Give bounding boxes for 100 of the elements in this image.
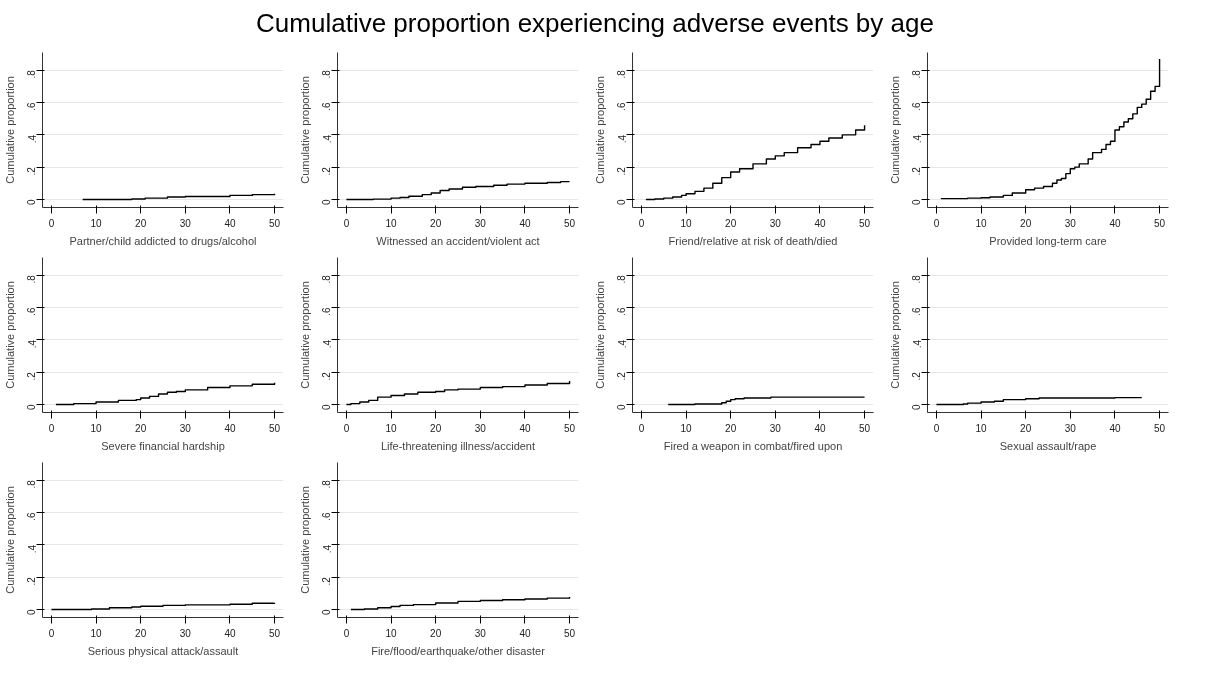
x-tick-label: 20 (135, 422, 147, 434)
y-tick-label: .4 (321, 544, 333, 554)
y-tick-label: .8 (321, 69, 333, 79)
x-tick-label: 10 (975, 217, 988, 229)
x-tick-label: 40 (224, 217, 236, 229)
x-tick-label: 40 (224, 422, 236, 434)
text: Cumulative proportion experiencing adverse events by age (256, 7, 934, 40)
x-tick-label: 30 (474, 422, 487, 434)
y-tick-label: 0 (321, 198, 333, 205)
y-tick-label: .8 (26, 69, 38, 79)
y-tick-label: 0 (26, 198, 38, 205)
x-tick-label: 20 (1020, 217, 1032, 229)
y-tick-label: 0 (616, 198, 628, 205)
y-tick-label: .4 (321, 339, 333, 349)
y-tick-label: .2 (321, 166, 333, 176)
x-axis-title: Partner/child addicted to drugs/alcohol (69, 234, 257, 247)
y-tick-label: .2 (26, 166, 38, 176)
x-tick-label: 30 (474, 217, 487, 229)
x-tick-label: 0 (48, 217, 55, 229)
x-tick-label: 40 (1109, 217, 1121, 229)
y-tick-label: .6 (616, 307, 628, 316)
x-tick-label: 0 (638, 422, 645, 434)
x-tick-label: 20 (1020, 422, 1032, 434)
y-tick-label: .4 (616, 134, 628, 144)
y-tick-label: .2 (911, 371, 923, 381)
x-tick-label: 20 (725, 217, 737, 229)
x-tick-label: 50 (859, 217, 871, 229)
y-tick-label: 0 (911, 403, 923, 410)
x-tick-label: 30 (179, 422, 192, 434)
y-tick-label: .6 (321, 307, 333, 316)
x-tick-label: 0 (933, 422, 940, 434)
y-axis-title: Cumulative proportion (888, 281, 901, 389)
x-tick-label: 20 (135, 627, 147, 639)
x-tick-label: 40 (519, 217, 531, 229)
x-axis-title: Provided long-term care (989, 234, 1107, 247)
x-tick-label: 40 (814, 217, 826, 229)
y-tick-label: .4 (616, 339, 628, 349)
x-tick-label: 10 (680, 217, 693, 229)
x-tick-label: 50 (564, 422, 576, 434)
x-axis-title: Friend/relative at risk of death/died (668, 234, 838, 247)
x-tick-label: 40 (224, 627, 236, 639)
x-tick-label: 0 (48, 627, 55, 639)
x-tick-label: 30 (1064, 422, 1077, 434)
x-tick-label: 30 (769, 217, 782, 229)
y-tick-label: .4 (911, 134, 923, 144)
y-tick-label: .2 (616, 371, 628, 381)
x-tick-label: 10 (90, 422, 103, 434)
y-tick-label: .8 (616, 69, 628, 79)
x-tick-label: 50 (269, 217, 281, 229)
y-axis-title: Cumulative proportion (593, 281, 606, 389)
y-tick-label: .6 (911, 102, 923, 111)
x-tick-label: 50 (1154, 422, 1166, 434)
x-tick-label: 30 (769, 422, 782, 434)
y-tick-label: .6 (26, 512, 38, 521)
x-axis-title: Life-threatening illness/accident (380, 439, 536, 452)
x-tick-label: 50 (564, 627, 576, 639)
y-axis-title: Cumulative proportion (298, 486, 311, 594)
x-axis-title: Sexual assault/rape (999, 439, 1097, 452)
x-axis-title: Serious physical attack/assault (87, 644, 239, 657)
y-tick-label: .8 (26, 274, 38, 284)
y-tick-label: .6 (321, 102, 333, 111)
y-tick-label: .4 (26, 544, 38, 554)
y-tick-label: .2 (321, 576, 333, 586)
y-tick-label: .8 (321, 274, 333, 284)
y-tick-label: .6 (321, 512, 333, 521)
x-tick-label: 0 (48, 422, 55, 434)
x-tick-label: 10 (975, 422, 988, 434)
y-tick-label: 0 (321, 608, 333, 615)
x-tick-label: 10 (90, 217, 103, 229)
y-tick-label: .4 (321, 134, 333, 144)
y-tick-label: .4 (26, 134, 38, 144)
x-tick-label: 0 (638, 217, 645, 229)
x-tick-label: 40 (1109, 422, 1121, 434)
y-tick-label: .8 (911, 69, 923, 79)
y-tick-label: .6 (26, 102, 38, 111)
y-tick-label: .2 (911, 166, 923, 176)
y-tick-label: .8 (321, 479, 333, 489)
y-tick-label: .4 (26, 339, 38, 349)
y-tick-label: .6 (616, 102, 628, 111)
y-tick-label: .6 (911, 307, 923, 316)
x-tick-label: 0 (343, 422, 350, 434)
x-tick-label: 0 (343, 217, 350, 229)
x-tick-label: 30 (179, 627, 192, 639)
y-tick-label: .2 (26, 576, 38, 586)
y-tick-label: 0 (616, 403, 628, 410)
y-axis-title: Cumulative proportion (3, 76, 16, 184)
y-tick-label: .2 (26, 371, 38, 381)
x-tick-label: 30 (474, 627, 487, 639)
x-axis-title: Severe financial hardship (101, 439, 225, 452)
x-tick-label: 20 (135, 217, 147, 229)
x-tick-label: 20 (725, 422, 737, 434)
x-tick-label: 30 (179, 217, 192, 229)
y-tick-label: 0 (26, 403, 38, 410)
x-tick-label: 10 (385, 217, 398, 229)
x-tick-label: 0 (343, 627, 350, 639)
x-axis-title: Witnessed an accident/violent act (376, 234, 540, 247)
y-axis-title: Cumulative proportion (593, 76, 606, 184)
y-tick-label: .2 (321, 371, 333, 381)
x-tick-label: 50 (269, 422, 281, 434)
y-tick-label: .6 (26, 307, 38, 316)
